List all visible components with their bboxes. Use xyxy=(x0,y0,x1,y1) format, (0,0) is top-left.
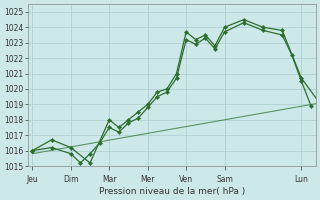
X-axis label: Pression niveau de la mer( hPa ): Pression niveau de la mer( hPa ) xyxy=(99,187,245,196)
